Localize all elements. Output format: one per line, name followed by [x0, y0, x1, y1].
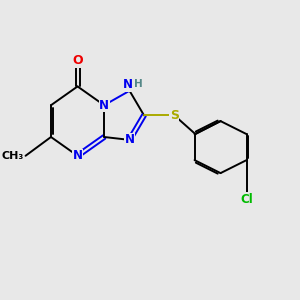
Text: CH₃: CH₃	[2, 151, 24, 161]
Text: O: O	[72, 54, 83, 67]
Text: N: N	[124, 134, 135, 146]
Text: H: H	[134, 80, 143, 89]
Text: Cl: Cl	[240, 193, 253, 206]
Text: N: N	[99, 99, 109, 112]
Text: S: S	[170, 109, 179, 122]
Text: N: N	[123, 78, 133, 91]
Text: N: N	[73, 149, 82, 162]
